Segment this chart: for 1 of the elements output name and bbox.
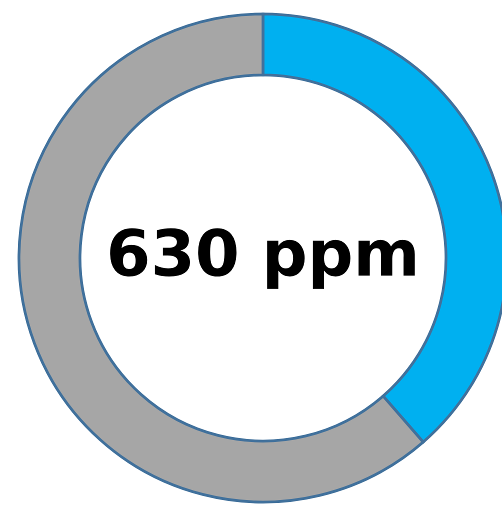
text: 630 ppm <box>110 228 415 289</box>
